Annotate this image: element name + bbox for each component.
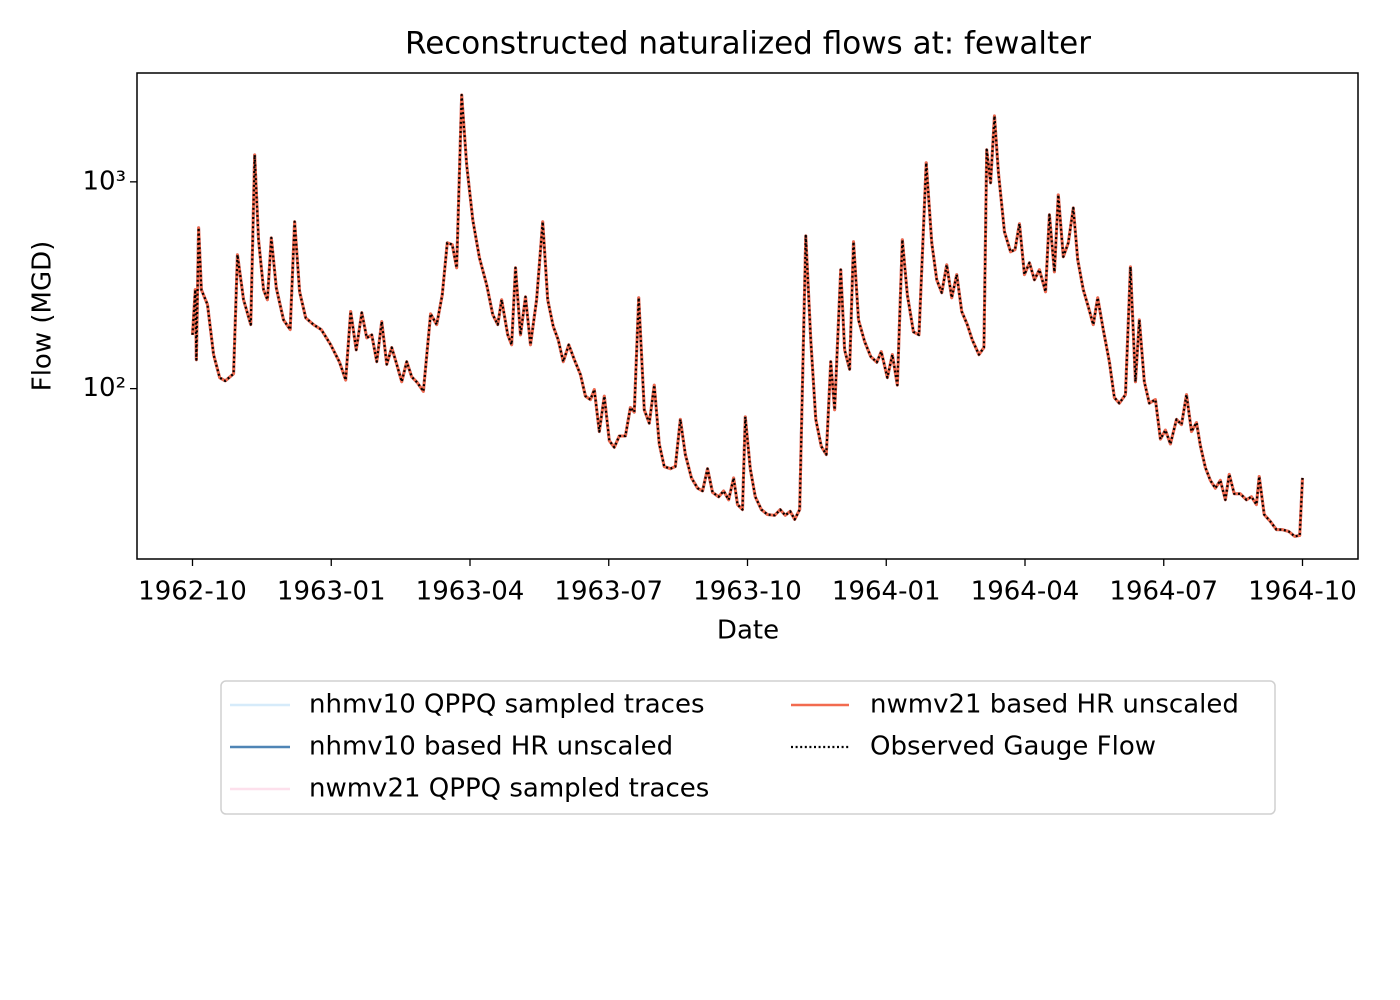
x-tick-label: 1963-07 [554, 577, 663, 607]
legend: nhmv10 QPPQ sampled traces nhmv10 based H… [230, 690, 1239, 804]
y-axis-label: Flow (MGD) [28, 241, 58, 392]
plot-area: 1962-10 1963-01 1963-04 1963-07 1963-10 1964-… [82, 72, 1359, 607]
x-tick-label: 1964-04 [971, 577, 1080, 607]
x-tick-label: 1963-01 [277, 577, 386, 607]
y-tick-label: 10² [82, 373, 126, 403]
x-tick-label: 1962-10 [138, 577, 247, 607]
legend-label: nwmv21 based HR unscaled [870, 690, 1239, 720]
x-axis-label: Date [717, 616, 779, 646]
x-tick-label: 1963-04 [416, 577, 525, 607]
x-tick-label: 1964-10 [1248, 577, 1357, 607]
axes-frame [136, 72, 1359, 560]
legend-label: nhmv10 QPPQ sampled traces [309, 690, 705, 720]
chart-title: Reconstructed naturalized flows at: fewa… [405, 26, 1091, 62]
x-tick-label: 1964-07 [1109, 577, 1218, 607]
series-line [191, 93, 1304, 538]
legend-label: Observed Gauge Flow [870, 732, 1156, 762]
legend-box [220, 680, 1276, 815]
legend-label: nwmv21 QPPQ sampled traces [309, 774, 709, 804]
x-tick-label: 1963-10 [693, 577, 802, 607]
x-tick-label: 1964-01 [832, 577, 941, 607]
legend-label: nhmv10 based HR unscaled [309, 732, 673, 762]
y-tick-label: 10³ [82, 166, 126, 196]
